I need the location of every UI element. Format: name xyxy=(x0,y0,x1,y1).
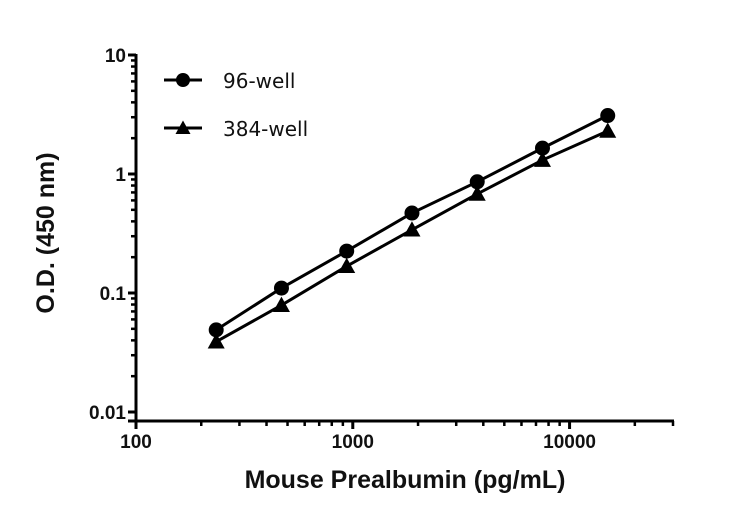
x-tick-label: 1000 xyxy=(332,432,374,453)
data-point xyxy=(272,296,290,312)
data-point xyxy=(533,151,551,167)
axes xyxy=(128,53,675,429)
tick-labels: 0.01 0.1 1 10 100 1000 10000 xyxy=(89,46,596,453)
data-point xyxy=(338,257,356,273)
y-tick-label: 10 xyxy=(105,46,126,67)
circle-marker-icon xyxy=(176,73,190,87)
legend: 96-well 384-well xyxy=(164,69,308,141)
series-96-well xyxy=(208,108,616,338)
data-point xyxy=(208,322,224,338)
data-point xyxy=(600,108,616,124)
legend-label: 96-well xyxy=(223,69,295,93)
x-tick-label: 100 xyxy=(120,432,152,453)
y-tick-label: 0.01 xyxy=(89,403,126,424)
y-tick-label: 0.1 xyxy=(100,284,127,305)
data-point xyxy=(469,174,485,190)
data-point xyxy=(403,221,421,237)
y-tick-label: 1 xyxy=(115,165,126,186)
data-point xyxy=(339,243,355,259)
series-group xyxy=(207,108,617,349)
data-point xyxy=(207,333,225,349)
data-point xyxy=(599,122,617,138)
triangle-marker-icon xyxy=(175,120,191,134)
data-point xyxy=(534,140,550,156)
data-point xyxy=(273,280,289,296)
y-axis-label: O.D. (450 nm) xyxy=(32,152,60,313)
data-point xyxy=(404,205,420,221)
series-384-well xyxy=(207,122,617,349)
legend-label: 384-well xyxy=(223,117,308,141)
data-point xyxy=(468,185,486,201)
legend-item: 384-well xyxy=(164,117,308,141)
x-axis-label: Mouse Prealbumin (pg/mL) xyxy=(245,466,566,494)
legend-item: 96-well xyxy=(164,69,295,93)
x-tick-label: 10000 xyxy=(543,432,596,453)
